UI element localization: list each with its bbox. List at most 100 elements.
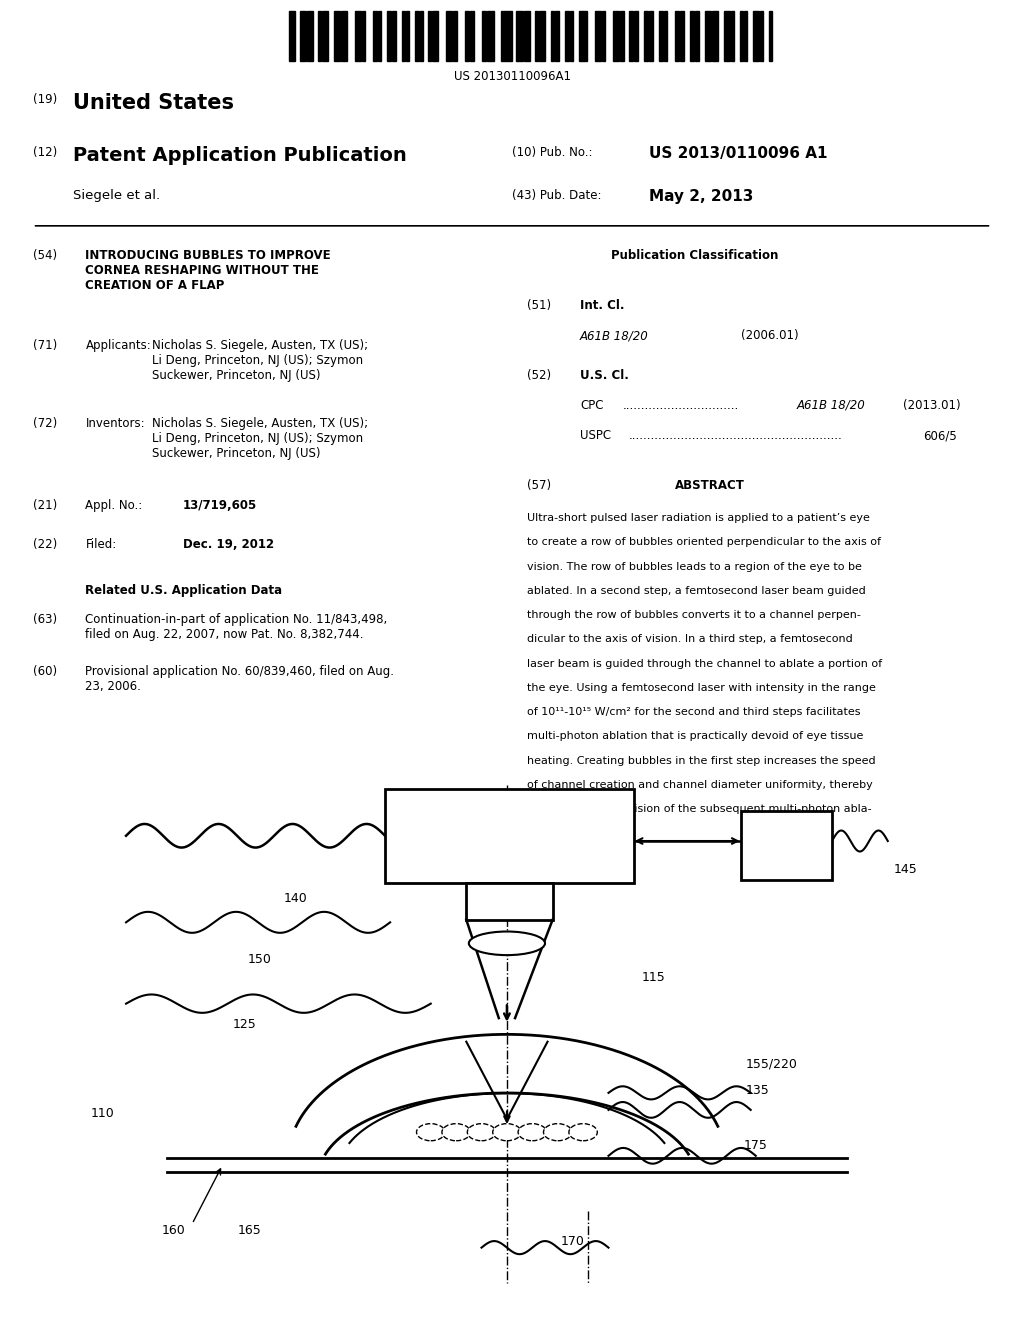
Text: 175: 175 [743,1139,767,1152]
Text: Patent Application Publication: Patent Application Publication [74,145,407,165]
Text: through the row of bubbles converts it to a channel perpen-: through the row of bubbles converts it t… [527,610,861,620]
Text: United States: United States [74,94,234,114]
Bar [300,11,306,61]
Text: 135: 135 [745,1084,769,1097]
Text: (57): (57) [527,479,551,492]
Bar [620,11,624,61]
Bar [432,11,438,61]
Text: (72): (72) [33,417,57,430]
Text: 140: 140 [284,892,307,906]
Text: Publication Classification: Publication Classification [611,249,778,263]
Text: Continuation-in-part of application No. 11/843,498,
filed on Aug. 22, 2007, now : Continuation-in-part of application No. … [85,612,388,640]
Bar [420,11,423,61]
Text: US 20130110096A1: US 20130110096A1 [454,70,570,83]
Ellipse shape [493,1123,521,1140]
Text: Appl. No.:: Appl. No.: [85,499,142,512]
Text: Ultra-short pulsed laser radiation is applied to a patient’s eye: Ultra-short pulsed laser radiation is ap… [527,513,870,523]
Bar [482,11,486,61]
Bar [740,810,831,880]
Bar [705,11,711,61]
Text: (10) Pub. No.:: (10) Pub. No.: [512,145,593,158]
Bar [555,11,559,61]
Text: (43) Pub. Date:: (43) Pub. Date: [512,189,601,202]
Text: (63): (63) [33,612,56,626]
Bar [428,11,431,61]
Text: 170: 170 [561,1234,585,1247]
Text: laser beam is guided through the channel to ablate a portion of: laser beam is guided through the channel… [527,659,883,669]
Text: 115: 115 [642,972,666,983]
Bar [712,11,718,61]
Text: 606/5: 606/5 [924,429,957,442]
Ellipse shape [467,1123,496,1140]
Text: 110: 110 [90,1107,115,1121]
Bar [740,11,743,61]
Ellipse shape [544,1123,572,1140]
Bar [675,11,679,61]
Ellipse shape [417,1123,445,1140]
Text: CPC: CPC [580,399,603,412]
Text: Related U.S. Application Data: Related U.S. Application Data [85,583,283,597]
Bar [564,11,568,61]
Bar [724,11,730,61]
Bar [523,11,529,61]
Bar [753,11,759,61]
Text: tion.: tion. [527,829,552,838]
Text: US 2013/0110096 A1: US 2013/0110096 A1 [649,145,827,161]
Text: multi-photon ablation that is practically devoid of eye tissue: multi-photon ablation that is practicall… [527,731,863,742]
Text: the eye. Using a femtosecond laser with intensity in the range: the eye. Using a femtosecond laser with … [527,682,877,693]
Text: ABSTRACT: ABSTRACT [675,479,745,492]
Bar [579,11,582,61]
Bar [644,11,648,61]
Bar [378,11,381,61]
Bar [743,11,748,61]
Bar [760,11,763,61]
Text: (51): (51) [527,300,551,313]
Bar [569,11,572,61]
Bar [769,11,772,61]
Text: (2006.01): (2006.01) [740,330,798,342]
Bar [629,11,633,61]
Bar [465,11,469,61]
Text: (12): (12) [33,145,57,158]
Text: to create a row of bubbles oriented perpendicular to the axis of: to create a row of bubbles oriented perp… [527,537,882,548]
Text: 150: 150 [248,953,271,965]
Bar [355,11,361,61]
Ellipse shape [469,932,545,956]
Ellipse shape [442,1123,470,1140]
Bar [516,11,522,61]
Bar [402,11,406,61]
Bar [502,11,505,61]
Text: May 2, 2013: May 2, 2013 [649,189,754,205]
Bar [690,11,694,61]
Bar [415,11,419,61]
Text: (19): (19) [33,94,57,107]
Bar [446,11,453,61]
Text: 160: 160 [162,1224,185,1237]
Text: (60): (60) [33,665,56,678]
Text: Int. Cl.: Int. Cl. [580,300,625,313]
Bar [602,11,605,61]
Text: 13/719,605: 13/719,605 [183,499,257,512]
Text: Inventors:: Inventors: [85,417,145,430]
Bar [535,11,538,61]
Bar [664,11,667,61]
Bar [694,11,699,61]
Bar [595,11,601,61]
Bar [551,11,554,61]
Text: (2013.01): (2013.01) [903,399,961,412]
Bar [373,11,378,61]
Text: dicular to the axis of vision. In a third step, a femtosecond: dicular to the axis of vision. In a thir… [527,635,853,644]
Text: Applicants:: Applicants: [85,339,152,351]
Text: ...............................: ............................... [623,399,739,412]
Text: Filed:: Filed: [85,539,117,550]
Bar [334,11,340,61]
Bar [583,11,587,61]
Bar [649,11,653,61]
Text: vision. The row of bubbles leads to a region of the eye to be: vision. The row of bubbles leads to a re… [527,561,862,572]
Text: 125: 125 [232,1018,256,1031]
Bar [470,11,474,61]
Text: increasing the precision of the subsequent multi-photon abla-: increasing the precision of the subseque… [527,804,871,814]
Text: (22): (22) [33,539,57,550]
Text: Siegele et al.: Siegele et al. [74,189,161,202]
Bar [506,11,512,61]
